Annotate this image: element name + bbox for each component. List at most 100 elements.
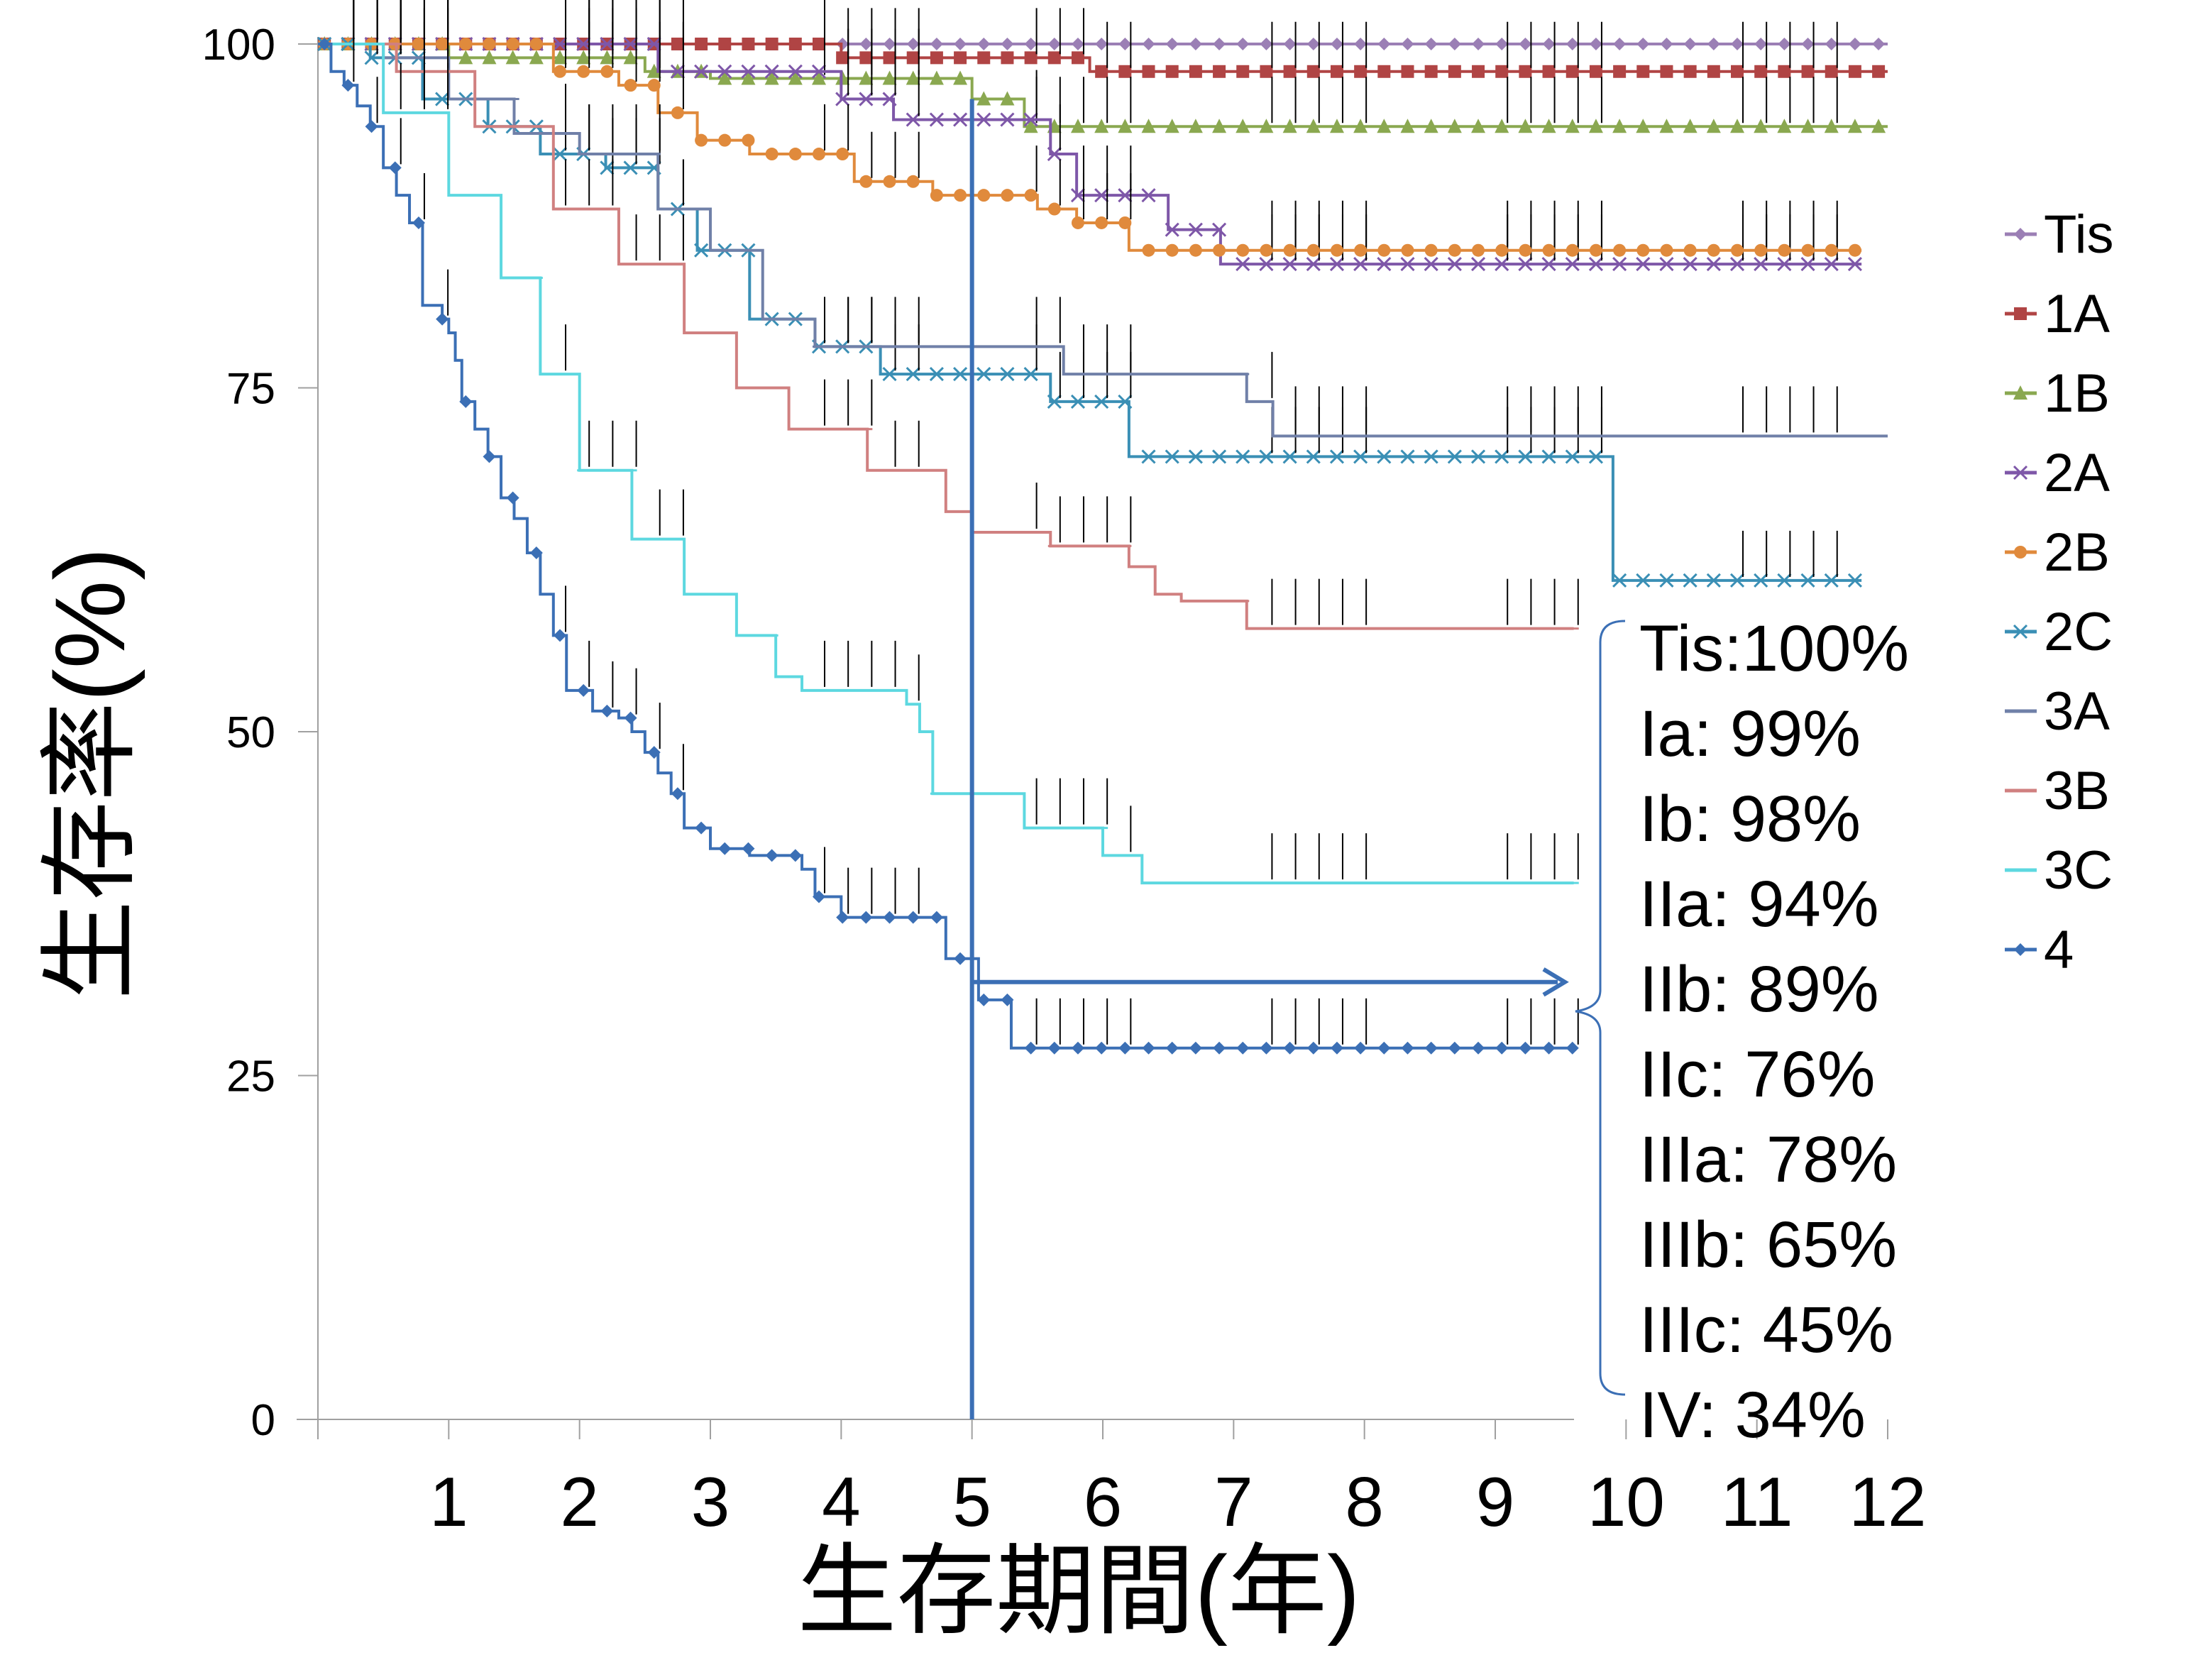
series-2c-point (1824, 573, 1839, 588)
series-2c-point (1211, 449, 1227, 464)
series-tis-point (1872, 38, 1886, 50)
y-tick-label: 0 (251, 1396, 275, 1445)
series-4-point (954, 952, 967, 965)
legend-item-3b: 3B (2005, 761, 2110, 821)
legend-item-1b: 1B (2005, 363, 2110, 424)
series-tis-point (1354, 38, 1368, 50)
legend-label: Tis (2044, 204, 2114, 265)
series-1a-point (1495, 65, 1509, 78)
series-tis-point (1636, 38, 1650, 50)
series-2a-group (317, 0, 1862, 272)
series-2b-point (1566, 243, 1579, 257)
series-2b-point (1683, 243, 1697, 257)
series-2a-point (1636, 257, 1651, 272)
series-2a-point (1306, 257, 1321, 272)
series-2a-point (1706, 257, 1721, 272)
series-2a-point (600, 36, 615, 52)
series-4-point (695, 821, 708, 835)
series-1b-point (1306, 119, 1321, 133)
series-2a-point (1236, 257, 1250, 272)
series-4-point (1095, 1041, 1108, 1055)
series-tis-point (1071, 38, 1084, 50)
series-tis-point (1660, 38, 1673, 50)
series-1a-point (718, 38, 732, 50)
series-1b-point (1588, 119, 1603, 133)
series-1a-point (1142, 65, 1155, 78)
series-2a-point (906, 112, 920, 127)
series-4-point (1306, 1041, 1320, 1055)
series-1b-point (1165, 119, 1179, 133)
series-2b-point (1754, 243, 1768, 257)
series-3c-line (318, 43, 1574, 885)
series-1b-point (1094, 119, 1109, 133)
series-1b-point (1659, 119, 1674, 133)
series-2a-point (859, 92, 874, 106)
series-1a-point (1401, 65, 1414, 78)
series-2b-point (812, 148, 825, 161)
series-4-point (1142, 1041, 1155, 1055)
series-4-point (1024, 1041, 1038, 1055)
series-2b-point (1448, 243, 1461, 257)
series-1a-point (1566, 65, 1579, 78)
series-2b-point (718, 133, 732, 147)
series-1b-point (1236, 119, 1250, 133)
series-2b-point (977, 189, 991, 202)
series-1a-point (1001, 51, 1014, 65)
series-1a-point (930, 51, 943, 65)
series-4-point (318, 38, 331, 50)
series-1a-point (1189, 65, 1202, 78)
series-2b-point (1707, 243, 1720, 257)
series-2b-point (483, 38, 496, 50)
series-tis-point (1731, 38, 1744, 50)
series-tis-point (1589, 38, 1602, 50)
series-2c-group (317, 0, 1862, 588)
series-1b-point (1212, 119, 1227, 133)
series-1a-point (1519, 65, 1532, 78)
series-1a-point (1636, 65, 1650, 78)
series-2a-point (1023, 112, 1038, 127)
series-2c-point (1447, 449, 1462, 464)
series-1b-point (458, 50, 473, 65)
x-tick-label: 1 (429, 1463, 468, 1541)
legend-item-2b: 2B (2005, 522, 2110, 583)
series-1b-point (1424, 119, 1438, 133)
series-4-point (554, 629, 567, 642)
series-1b-point (1188, 119, 1203, 133)
series-1b-point (1447, 119, 1462, 133)
series-tis-point (1377, 38, 1391, 50)
series-2c-point (1636, 573, 1651, 588)
series-2a-point (1118, 188, 1133, 203)
series-4-point (1260, 1041, 1273, 1055)
series-1a-point (1071, 51, 1084, 65)
series-1b-point (811, 70, 826, 85)
series-4-point (718, 842, 732, 855)
series-2a-point (552, 36, 568, 52)
series-2b-point (1047, 202, 1061, 216)
series-tis-point (1189, 38, 1202, 50)
series-2b-point (788, 148, 802, 161)
series-1a-point (1613, 65, 1627, 78)
series-2c-point (1329, 449, 1345, 464)
series-tis-point (1778, 38, 1791, 50)
series-2c-point (1495, 449, 1509, 464)
series-4-point (859, 911, 873, 924)
series-2b-point (600, 65, 614, 78)
series-2c-point (623, 160, 638, 175)
series-2c-point (1023, 367, 1038, 382)
series-tis-point (1047, 38, 1061, 50)
series-1a-point (1424, 65, 1438, 78)
series-4-point (1047, 1041, 1061, 1055)
series-2b-point (836, 148, 849, 161)
series-tis-point (1825, 38, 1838, 50)
series-2c-point (1588, 449, 1604, 464)
x-tick-label: 12 (1849, 1463, 1926, 1541)
series-1b-point (1636, 119, 1651, 133)
series-1a-point (1118, 65, 1132, 78)
legend-item-3c: 3C (2005, 840, 2113, 901)
series-tis-point (1848, 38, 1861, 50)
series-2a-point (1259, 257, 1274, 272)
annotation-line: Tis:100% (1639, 612, 1909, 685)
series-2a-point (1400, 257, 1415, 272)
legend-label: 2A (2044, 443, 2110, 503)
